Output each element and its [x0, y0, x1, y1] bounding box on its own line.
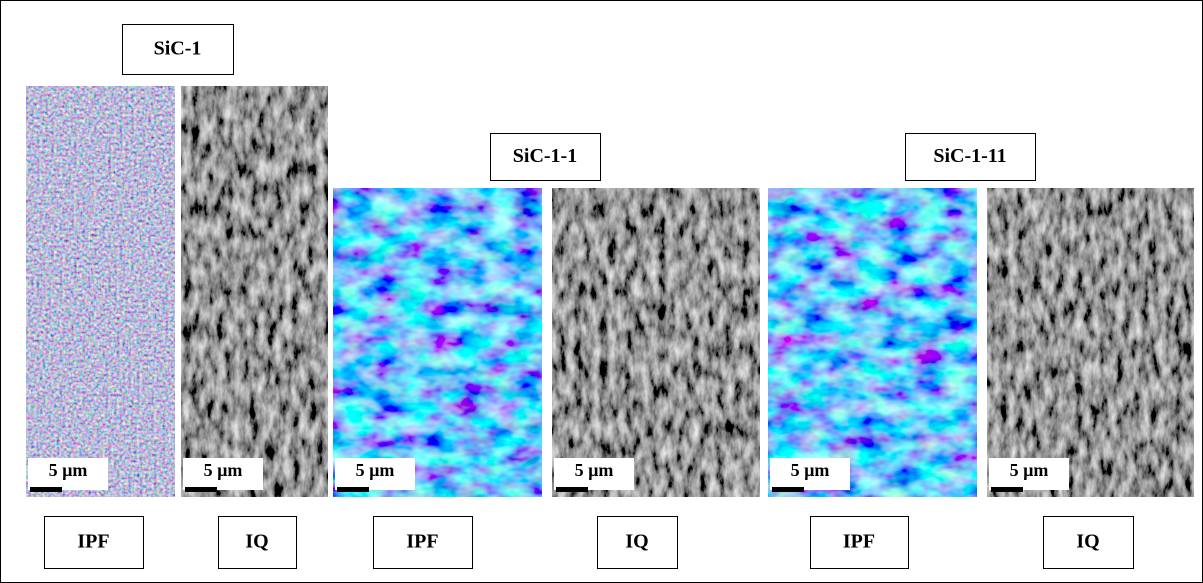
panel-label: IPF — [77, 531, 109, 553]
micrograph — [552, 188, 760, 497]
group-title: SiC-1 — [154, 38, 202, 60]
figure: SiC-1 5 µm IPF 5 µm IQ SiC-1-1 5 µm IPF 5 µm IQ Si… — [0, 0, 1203, 583]
micrograph — [768, 188, 977, 497]
scale-bar — [772, 487, 804, 492]
panel-label: IQ — [245, 531, 268, 553]
scale-label: 5 µm — [1010, 460, 1049, 480]
scale-bar — [185, 487, 217, 492]
scale-label: 5 µm — [49, 460, 88, 480]
scale-bar — [30, 487, 62, 492]
micrograph — [333, 188, 542, 497]
group-title: SiC-1-11 — [933, 145, 1006, 167]
scale-label: 5 µm — [356, 460, 395, 480]
scale-label: 5 µm — [575, 460, 614, 480]
scale-bar — [337, 487, 369, 492]
panel-label: IQ — [625, 531, 648, 553]
micrograph — [987, 188, 1194, 497]
group-title: SiC-1-1 — [513, 145, 577, 167]
micrograph — [26, 86, 175, 497]
panel-label: IPF — [406, 531, 438, 553]
panel-label: IQ — [1076, 531, 1099, 553]
scale-label: 5 µm — [204, 460, 243, 480]
micrograph — [181, 86, 328, 497]
scale-bar — [991, 487, 1023, 492]
panel-label: IPF — [843, 531, 875, 553]
scale-bar — [556, 487, 588, 492]
scale-label: 5 µm — [791, 460, 830, 480]
